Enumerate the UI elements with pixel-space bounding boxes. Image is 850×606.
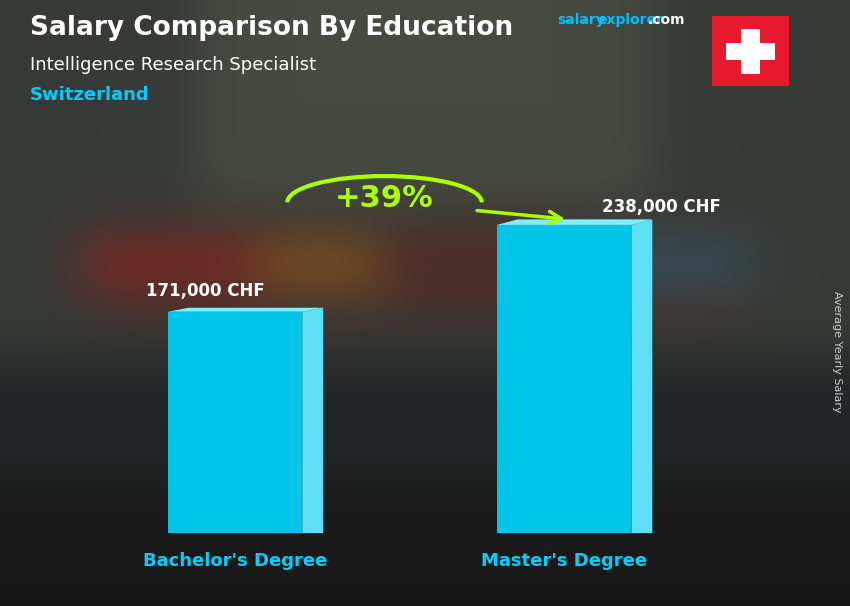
Bar <box>496 225 632 533</box>
Bar <box>726 43 775 59</box>
Text: Intelligence Research Specialist: Intelligence Research Specialist <box>30 56 316 74</box>
Text: 171,000 CHF: 171,000 CHF <box>145 282 264 301</box>
Text: +39%: +39% <box>335 184 434 213</box>
Text: Average Yearly Salary: Average Yearly Salary <box>832 291 842 412</box>
Polygon shape <box>167 308 323 311</box>
Text: Salary Comparison By Education: Salary Comparison By Education <box>30 15 513 41</box>
Polygon shape <box>496 219 652 225</box>
Polygon shape <box>303 308 323 533</box>
Bar <box>741 29 760 73</box>
Polygon shape <box>632 219 652 533</box>
Text: .com: .com <box>648 13 685 27</box>
Text: salary: salary <box>557 13 604 27</box>
Text: 238,000 CHF: 238,000 CHF <box>602 198 721 216</box>
Text: explorer: explorer <box>598 13 663 27</box>
Text: Switzerland: Switzerland <box>30 86 150 104</box>
Bar <box>167 311 303 533</box>
